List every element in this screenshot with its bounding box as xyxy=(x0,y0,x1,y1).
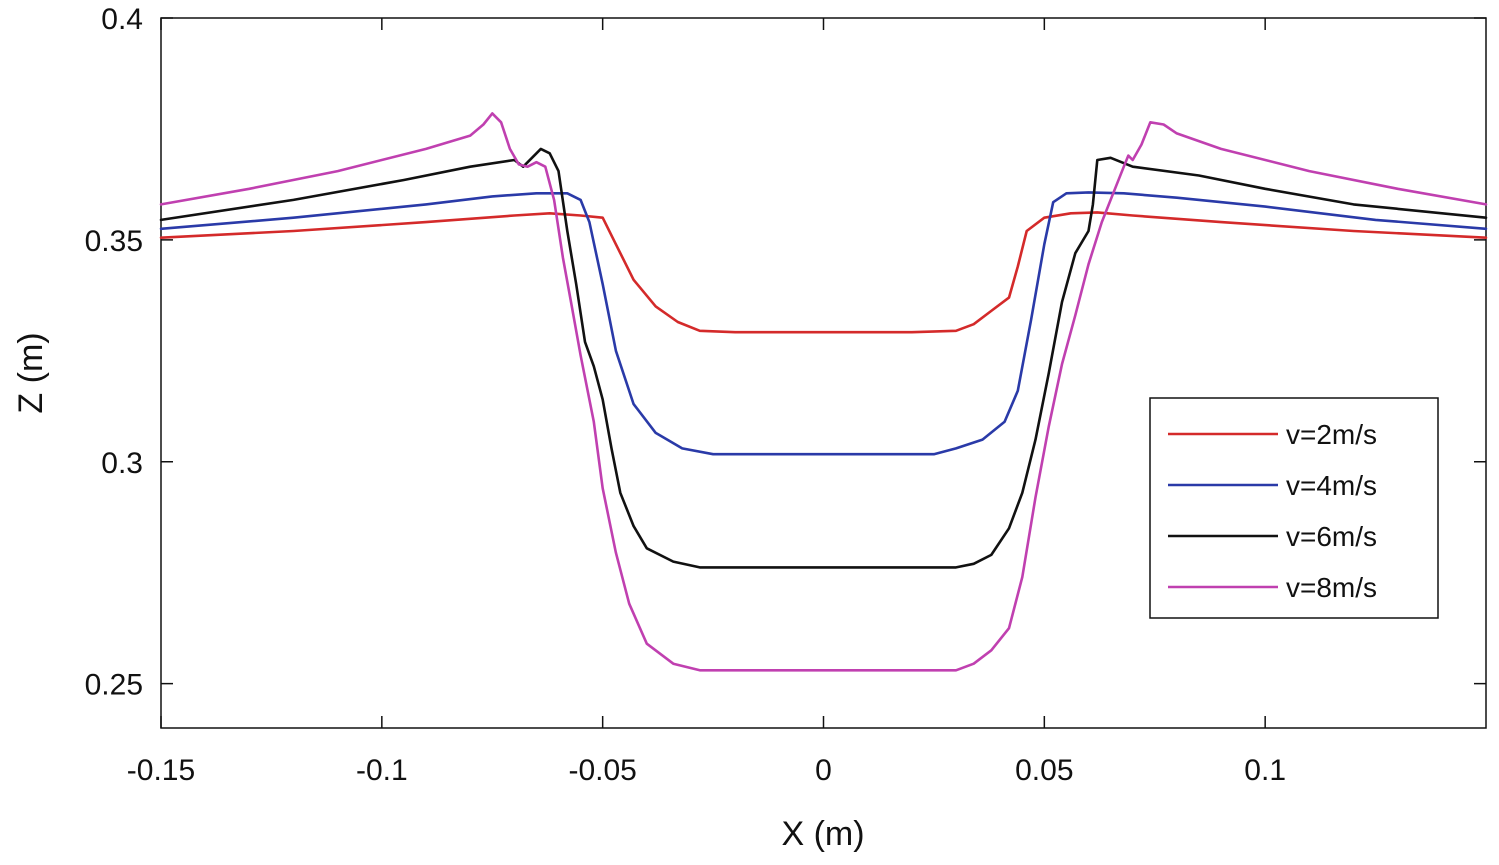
x-tick-label: -0.05 xyxy=(568,754,636,787)
series-line-4 xyxy=(159,112,1488,672)
legend-label-4: v=8m/s xyxy=(1286,572,1377,603)
x-tick-label: 0.1 xyxy=(1244,754,1286,787)
y-tick-label: 0.3 xyxy=(101,447,143,480)
x-tick-label: 0.05 xyxy=(1015,754,1073,787)
legend: v=2m/s v=4m/s v=6m/s v=8m/s xyxy=(1149,397,1439,619)
legend-label-3: v=6m/s xyxy=(1286,521,1377,552)
series-layer xyxy=(159,112,1488,672)
y-tick-label: 0.25 xyxy=(85,669,143,702)
y-tick-label: 0.4 xyxy=(101,3,143,36)
y-axis-label: Z (m) xyxy=(12,332,50,413)
axes-box xyxy=(160,17,1487,729)
x-ticks: -0.15 -0.1 -0.05 0 0.05 0.1 xyxy=(127,18,1286,787)
plot-area: -0.15 -0.1 -0.05 0 0.05 0.1 0.25 0.3 0.35 0.4 xyxy=(85,3,1488,787)
legend-label-2: v=4m/s xyxy=(1286,470,1377,501)
series-line-3 xyxy=(159,147,1488,569)
y-tick-label: 0.35 xyxy=(85,225,143,258)
legend-label-1: v=2m/s xyxy=(1286,419,1377,450)
x-tick-label: 0 xyxy=(815,754,832,787)
x-tick-label: -0.1 xyxy=(356,754,408,787)
y-ticks: 0.25 0.3 0.35 0.4 xyxy=(85,3,1486,702)
x-tick-label: -0.15 xyxy=(127,754,195,787)
x-axis-label: X (m) xyxy=(781,815,864,853)
